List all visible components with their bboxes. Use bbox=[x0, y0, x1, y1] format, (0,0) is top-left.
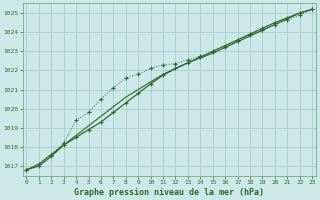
X-axis label: Graphe pression niveau de la mer (hPa): Graphe pression niveau de la mer (hPa) bbox=[74, 188, 264, 197]
